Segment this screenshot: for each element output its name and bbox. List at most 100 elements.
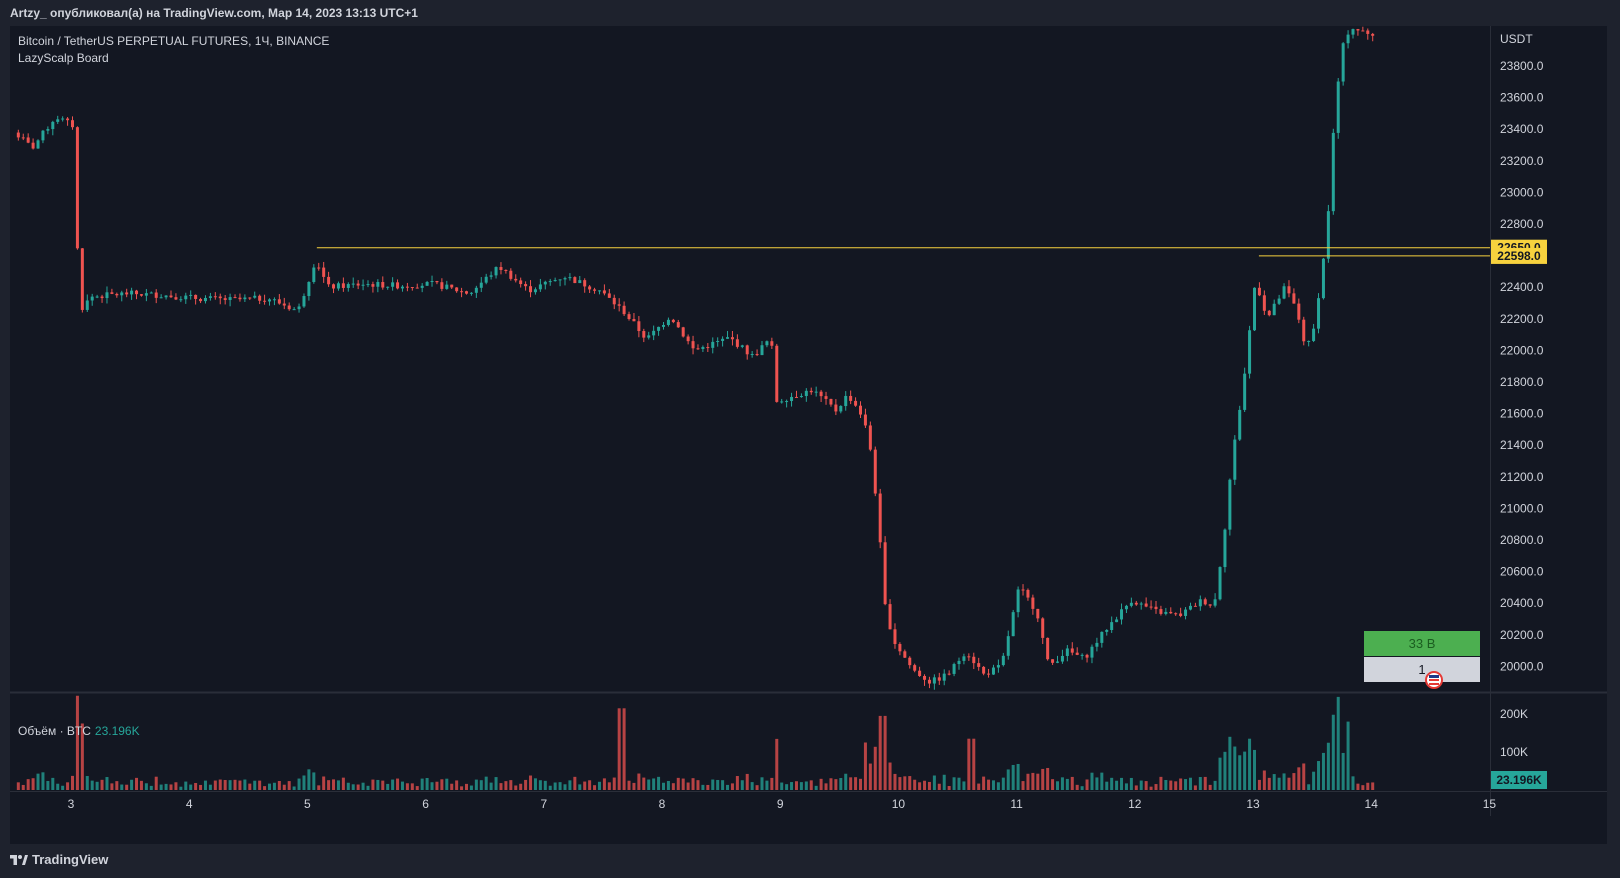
candle-body [484,276,488,283]
candle-body [465,291,468,294]
candle-body [376,282,380,287]
tradingview-footer: TradingView [10,852,108,867]
volume-bar [1016,763,1020,790]
candle-body [868,425,872,450]
volume-bar [927,781,931,790]
volume-label: Объём · BTC [18,724,91,738]
price-tick-label: 21600.0 [1500,407,1544,421]
volume-bar [716,779,720,790]
tradingview-brand: TradingView [32,852,109,867]
candle-body [415,287,419,289]
candle-body [1134,602,1138,605]
volume-bar [1115,780,1119,790]
candle-body [977,663,981,667]
candle-body [844,395,848,407]
candle-body [1090,646,1094,658]
candle-body [292,309,296,311]
volume-bar [415,786,419,790]
volume-bar [1154,784,1158,790]
candle-body [469,292,473,294]
price-tick-label: 23200.0 [1500,154,1544,168]
volume-bar [435,781,439,790]
candle-body [31,142,35,149]
candle-body [282,303,286,306]
candle-body [588,286,592,290]
volume-bar [932,775,936,790]
candle-body [139,294,143,296]
volume-bar [730,783,734,790]
volume-legend: Объём · BTC 23.196K [18,724,140,738]
price-tick-label: 22000.0 [1500,343,1544,357]
volume-bar [597,781,601,790]
candle-body [553,280,557,282]
volume-bar [676,777,680,790]
volume-bar [1331,714,1335,790]
volume-bar [322,776,326,790]
price-tick-label: 23400.0 [1500,122,1544,136]
volume-bar [144,783,148,790]
candle-body [538,284,542,290]
volume-bar [533,778,537,790]
volume-bar [1277,777,1281,790]
volume-bar [1267,777,1271,790]
candle-body [883,542,887,605]
candle-body [105,292,109,299]
candle-body [548,281,552,283]
candle-body [888,604,892,630]
candle-body [455,287,459,292]
volume-bar [819,778,823,790]
candle-body [568,277,572,279]
time-tick-label: 9 [777,797,784,811]
volume-bar [696,780,700,790]
time-tick-label: 12 [1128,797,1142,811]
volume-bar [977,783,981,790]
candle-body [819,391,823,397]
volume-bar [814,785,818,790]
candle-body [312,267,316,282]
volume-bar [312,772,316,790]
volume-bar [1193,785,1197,790]
volume-bar [75,695,79,790]
time-tick-label: 4 [186,797,193,811]
volume-bar [223,779,227,790]
candle-body [627,314,631,320]
volume-bar [351,784,355,790]
candle-body [110,292,114,294]
candle-body [790,396,794,402]
flag-icon-stripe [1429,683,1439,685]
volume-bar [159,784,163,790]
candle-body [346,284,350,288]
volume-bar [105,777,109,790]
candle-body [1056,661,1059,663]
candle-body [524,284,528,287]
candle-body [967,656,971,658]
price-tick-label: 21200.0 [1500,470,1544,484]
candle-body [361,284,365,286]
volume-bar [844,773,848,790]
candle-body [834,404,838,412]
volume-bar [529,775,533,790]
candle-body [327,276,331,285]
candle-body [780,401,784,403]
volume-bar [662,782,665,790]
candle-body [71,120,74,128]
candle-body [1100,631,1104,643]
volume-bar [898,777,902,790]
chart-canvas[interactable]: USDT 20000.0 20200.0 20400.0 20600.0 20800.0 2… [10,26,1607,844]
volume-bar [361,782,365,790]
volume-bar [425,777,429,790]
candle-body [583,280,587,287]
volume-bar [489,782,493,790]
price-tick-label: 23600.0 [1500,91,1544,105]
candle-body [400,286,404,289]
volume-bar [90,780,94,790]
candle-body [450,284,454,288]
candle-body [1095,642,1099,647]
volume-bar [538,780,542,790]
volume-bar [71,775,74,790]
candle-body [159,297,163,299]
volume-bar [268,783,271,790]
volume-bar [1326,742,1330,790]
chart-frame[interactable]: USDT 20000.0 20200.0 20400.0 20600.0 20800.0 2… [10,26,1607,844]
volume-bar [755,785,759,790]
